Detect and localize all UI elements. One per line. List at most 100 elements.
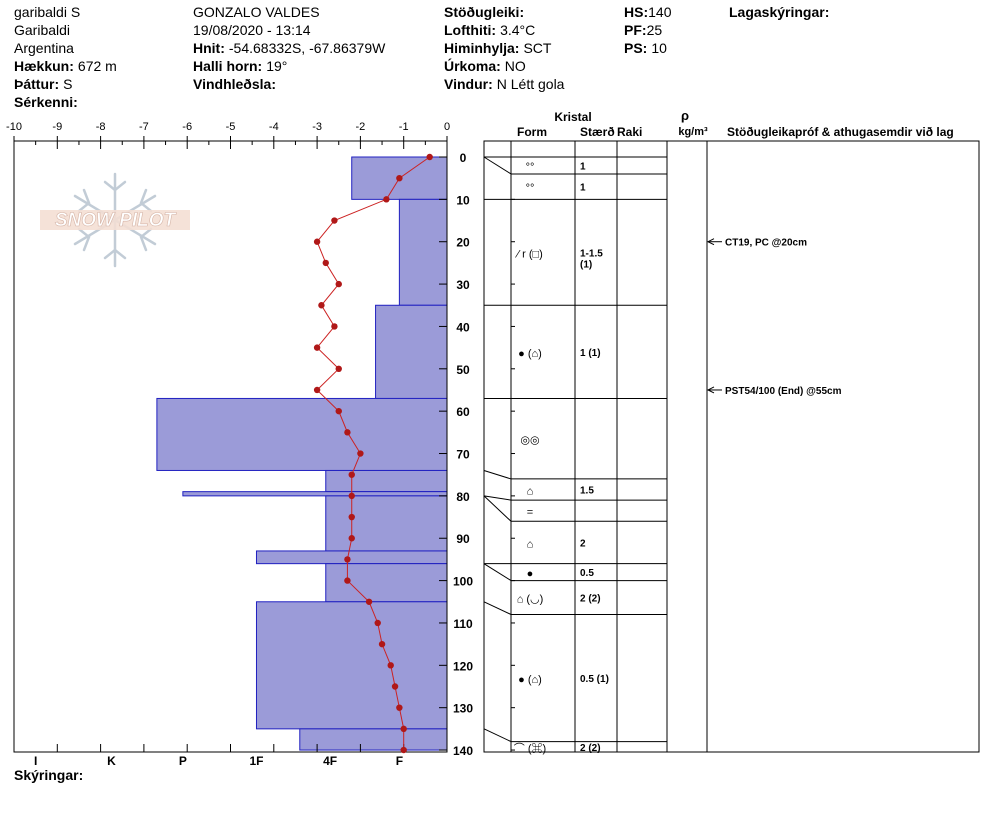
hardness-bar-9 <box>255 601 448 730</box>
crystal-size: 2 (2) <box>580 594 601 605</box>
temperature-point <box>348 513 355 521</box>
depth-label: 130 <box>453 702 473 716</box>
pf: PF:25 <box>624 22 663 38</box>
hardness-bar-4 <box>325 469 448 493</box>
depth-label: 90 <box>456 532 470 546</box>
stability-test-text: PST54/100 (End) @55cm <box>725 386 842 397</box>
stability-header: Stöðugleikapróf & athugasemdir við lag <box>727 125 954 139</box>
crystal-size: 1 <box>580 161 586 172</box>
logo-text: SNOW PILOT <box>55 210 177 231</box>
depth-label: 40 <box>456 320 470 334</box>
header-weather: Stöðugleiki: Lofthiti: 3.4°C Himinhylja: S… <box>444 3 564 93</box>
crystal-form: ● (⌂) <box>518 348 542 360</box>
temperature-point <box>357 450 364 457</box>
layer-connector <box>483 469 512 480</box>
depth-label: 100 <box>453 575 473 589</box>
depth-label: 0 <box>460 151 467 165</box>
hardness-bar-6 <box>325 495 448 552</box>
header-middle: GONZALO VALDES 19/08/2020 - 13:14 Hnit: -… <box>193 3 385 93</box>
precipitation: Úrkoma: NO <box>444 58 526 74</box>
temperature-point <box>344 577 351 584</box>
crystal-size: 1-1.5 <box>580 248 603 259</box>
size-header: Stærð <box>580 125 615 139</box>
footer-notes: Skýringar: <box>14 767 84 783</box>
hardness-label: F <box>396 754 403 768</box>
crystal-form: ◎◎ <box>520 435 539 447</box>
crystal-form: ⌂ <box>527 538 534 550</box>
hardness-bar-8 <box>325 563 448 603</box>
depth-label: 60 <box>456 405 470 419</box>
wind: Vindur: N Létt gola <box>444 76 565 92</box>
hardness-bar-1 <box>398 198 448 306</box>
x-tick-label: -8 <box>96 121 106 133</box>
form-header: Form <box>517 125 547 139</box>
layer-connector <box>483 563 512 582</box>
temperature-point <box>348 471 355 478</box>
crystal-size: 0.5 (1) <box>580 674 609 685</box>
hardness-bar-5 <box>182 491 448 497</box>
crystal-form: ⌂ (◡) <box>517 594 544 606</box>
x-tick-label: -5 <box>226 121 236 133</box>
temperature-point <box>335 365 342 372</box>
datetime: 19/08/2020 - 13:14 <box>193 22 311 38</box>
temperature-point <box>383 196 390 203</box>
depth-label: 10 <box>456 193 470 207</box>
crystal-size: 2 (2) <box>580 743 601 754</box>
depth-label: 140 <box>453 744 473 758</box>
temperature-point <box>365 598 373 605</box>
temperature-point <box>344 429 351 436</box>
temperature-point <box>313 344 321 351</box>
x-tick-label: -9 <box>52 121 62 133</box>
crystal-size: 1 (1) <box>580 348 601 359</box>
temperature-point <box>335 280 342 288</box>
elevation: Hækkun: 672 m <box>14 58 117 74</box>
stability-test-text: CT19, PC @20cm <box>725 238 807 249</box>
crystal-form: °° <box>526 183 535 195</box>
x-tick-label: -4 <box>269 121 279 133</box>
temperature-point <box>374 619 381 627</box>
crystal-form: °° <box>526 161 535 173</box>
crystal-form: ⌂ <box>527 486 534 498</box>
slope-angle: Halli horn: 19° <box>193 58 288 74</box>
location-name: garibaldi S <box>14 4 81 20</box>
table-frame <box>483 140 980 753</box>
sky-cover: Himinhylja: SCT <box>444 40 552 56</box>
coordinates: Hnit: -54.68332S, -67.86379W <box>193 40 386 56</box>
temperature-point <box>396 704 403 711</box>
hardness-bar-7 <box>255 550 448 565</box>
hardness-bar-10 <box>299 728 448 751</box>
density-rho: ρ <box>681 108 689 123</box>
x-tick-label: -6 <box>182 121 192 133</box>
hardness-label: P <box>179 754 187 768</box>
temperature-point <box>313 386 321 394</box>
layer-connector <box>483 495 512 501</box>
temperature-point <box>396 174 403 182</box>
hardness-label: 4F <box>323 754 337 768</box>
x-tick-label: -3 <box>312 121 322 133</box>
temperature-point <box>387 662 394 669</box>
air-temp: Lofthiti: 3.4°C <box>444 22 536 38</box>
crystal-size: 2 <box>580 538 586 549</box>
features: Sérkenni: <box>14 94 78 110</box>
temperature-point <box>344 556 351 563</box>
depth-label: 70 <box>456 448 470 462</box>
temperature-point <box>331 217 338 224</box>
crystal-size: 0.5 <box>580 568 594 579</box>
crystal-form: = <box>527 507 533 519</box>
wind-loading: Vindhleðsla: <box>193 76 276 92</box>
stability-arrowhead <box>706 238 715 246</box>
region: Garibaldi <box>14 22 71 38</box>
crystal-form: ⌒ (⌘) <box>514 742 546 755</box>
ps: PS: 10 <box>624 40 667 56</box>
temperature-point <box>391 683 399 690</box>
depth-label: 50 <box>456 363 470 377</box>
hardness-bar-2 <box>375 304 448 399</box>
crystal-form: ⁄ r (□) <box>514 248 543 260</box>
snowpilot-logo: SNOW PILOT <box>40 172 190 268</box>
temperature-point <box>400 725 407 733</box>
temperature-point <box>318 302 325 309</box>
density-unit: kg/m³ <box>678 126 708 138</box>
temperature-point <box>322 259 329 267</box>
depth-label: 120 <box>453 659 473 673</box>
depth-label: 30 <box>456 278 470 292</box>
